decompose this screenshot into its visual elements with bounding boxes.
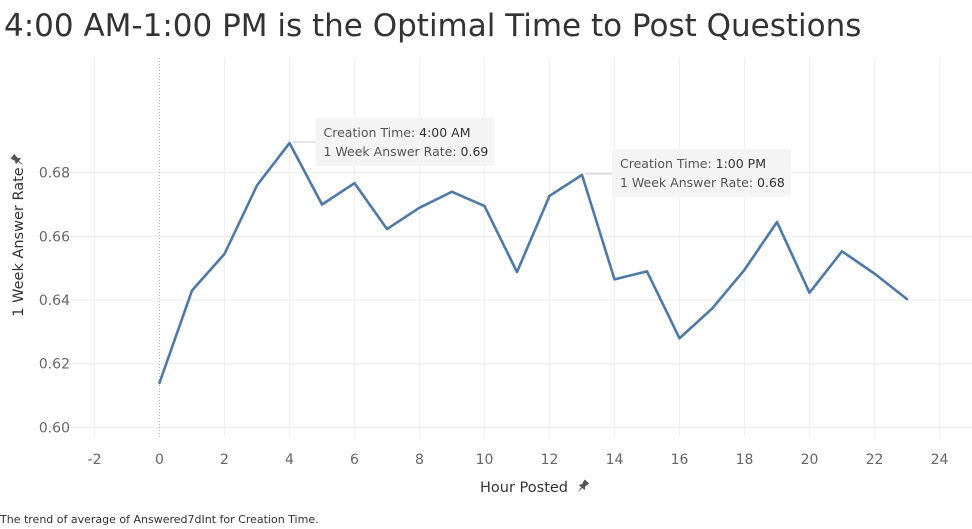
x-tick-label: 10: [476, 452, 494, 468]
x-tick-label: 16: [671, 452, 689, 468]
pin-icon[interactable]: [575, 479, 590, 494]
x-axis-title-group[interactable]: Hour Posted: [480, 479, 590, 496]
x-tick-label: 18: [736, 452, 754, 468]
x-tick-label: 12: [541, 452, 559, 468]
tooltip-label: 1 Week Answer Rate:: [620, 175, 757, 190]
series-line[interactable]: [158, 141, 909, 385]
x-tick-label: 6: [350, 452, 359, 468]
tooltip-value: 0.69: [461, 144, 489, 159]
pin-icon[interactable]: [10, 153, 25, 167]
tooltip-line: Creation Time: 1:00 PM: [620, 156, 766, 171]
y-axis-title-group[interactable]: 1 Week Answer Rate: [10, 153, 27, 317]
x-tick-label: 24: [931, 452, 949, 468]
tooltip-annotation: Creation Time: 4:00 AM 1 Week Answer Rate…: [292, 118, 495, 167]
x-tick-label: 8: [415, 452, 424, 468]
y-tick-label: 0.66: [39, 229, 70, 245]
x-tick-label: 22: [866, 452, 884, 468]
tooltip-value: 0.68: [757, 175, 785, 190]
tooltip-line: Creation Time: 4:00 AM: [324, 125, 471, 140]
x-tick-label: -2: [88, 452, 102, 468]
tooltip-label: Creation Time:: [324, 125, 420, 140]
y-tick-label: 0.60: [39, 420, 70, 436]
series-layer: [158, 141, 909, 385]
x-axis-title: Hour Posted: [480, 480, 568, 496]
tooltip-box: [315, 118, 495, 167]
tooltip-box: [612, 148, 791, 197]
x-tick-label: 20: [801, 452, 819, 468]
tooltip-annotations: Creation Time: 4:00 AM 1 Week Answer Rate…: [292, 118, 791, 197]
y-axis-ticks: 0.60 0.62 0.64 0.66 0.68: [39, 166, 70, 437]
tooltip-value: 1:00 PM: [716, 156, 766, 171]
x-tick-label: 0: [155, 452, 164, 468]
x-tick-label: 4: [285, 452, 294, 468]
x-gridlines: [94, 58, 940, 437]
tooltip-label: Creation Time:: [620, 156, 716, 171]
y-tick-label: 0.62: [39, 357, 70, 373]
tooltip-annotation: Creation Time: 1:00 PM 1 Week Answer Rate…: [585, 148, 791, 197]
y-tick-label: 0.68: [39, 166, 70, 182]
y-tick-label: 0.64: [39, 293, 70, 309]
tooltip-line: 1 Week Answer Rate: 0.69: [324, 144, 489, 159]
tooltip-label: 1 Week Answer Rate:: [324, 144, 461, 159]
tooltip-value: 4:00 AM: [419, 125, 470, 140]
y-axis-title: 1 Week Answer Rate: [11, 167, 27, 317]
chart-title: 4:00 AM-1:00 PM is the Optimal Time to P…: [4, 8, 862, 44]
x-axis-ticks: -2 0 2 4 6 8 10 12 14 16 18 20 22 24: [88, 452, 949, 468]
y-gridlines: [62, 172, 972, 428]
tooltip-line: 1 Week Answer Rate: 0.68: [620, 175, 785, 190]
x-tick-label: 2: [220, 452, 229, 468]
x-tick-label: 14: [606, 452, 624, 468]
chart-caption: The trend of average of Answered7dInt fo…: [0, 513, 319, 526]
